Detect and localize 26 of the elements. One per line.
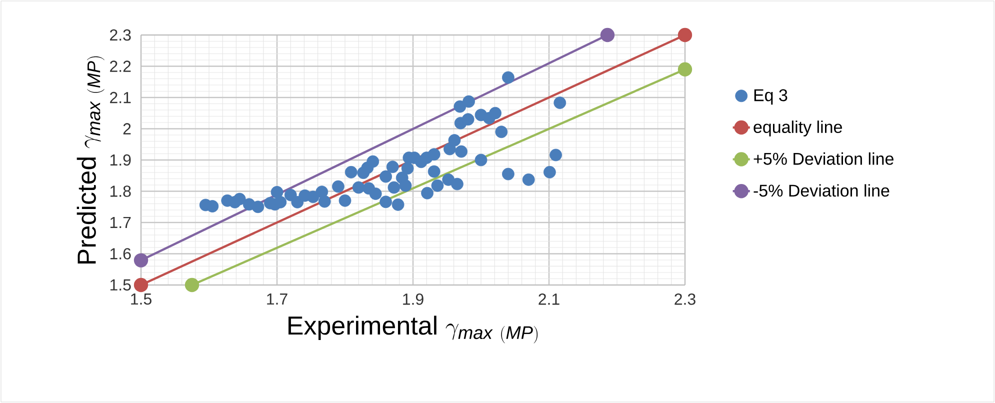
y-tick-label: 1.9 (110, 154, 131, 166)
point (184, 278, 200, 292)
point (134, 278, 148, 292)
legend-label: equality line (754, 120, 842, 136)
x-tick-label: 1.9 (403, 294, 424, 305)
point (600, 28, 615, 42)
x-tick-label: 1.5 (131, 294, 152, 305)
legend-label: Eq 3 (754, 89, 788, 105)
x-tick-label: 2.1 (538, 294, 560, 305)
y-tick-label: 2 (123, 123, 131, 134)
y-tick-label: 1.6 (110, 248, 131, 260)
point (134, 253, 148, 268)
y-tick-label: 1.8 (110, 186, 131, 197)
point (678, 28, 692, 42)
x-axis-title: $\mathrm{Experimental}\ \gamma_{\mathit{max}\ \mathit{(MP)}}$ (288, 316, 538, 344)
x-tick-label: 2.3 (674, 294, 696, 305)
y-axis-title: $\mathrm{Predicted}\ \gamma_{\mathit{max}\ \mathit{(MP)}}$ (76, 56, 104, 264)
legend-label: -5% Deviation line (754, 184, 890, 197)
point (678, 62, 692, 76)
legend-label: +5% Deviation line (754, 152, 894, 165)
y-tick-label: 1.7 (110, 216, 131, 228)
y-tick-label: 2.2 (110, 60, 131, 72)
x-tick-label: 1.7 (267, 294, 288, 305)
y-tick-label: 2.3 (110, 29, 131, 41)
y-tick-label: 1.5 (110, 279, 131, 291)
y-tick-label: 2.1 (110, 92, 131, 104)
